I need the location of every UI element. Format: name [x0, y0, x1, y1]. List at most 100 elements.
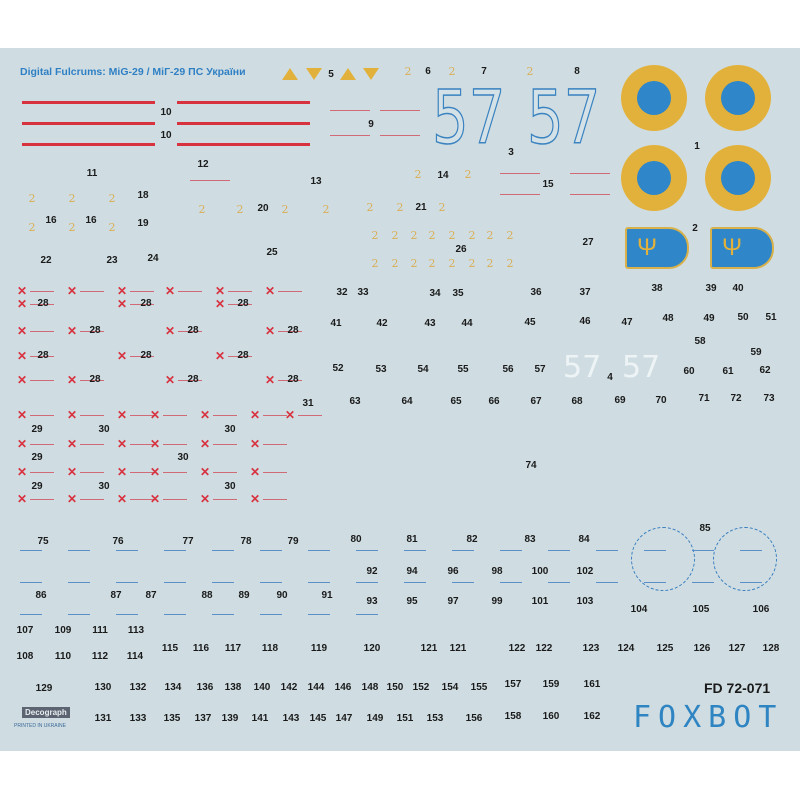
decal-number: 54 [417, 364, 429, 375]
digit-2-decal: 2 [198, 203, 206, 216]
decal-number: 35 [452, 288, 464, 299]
decal-number: 12 [197, 159, 209, 170]
red-stripe-decal [177, 101, 310, 104]
decal-number: 18 [137, 190, 149, 201]
stencil-line [68, 582, 90, 583]
digit-2-decal: 2 [391, 257, 399, 270]
decal-paper [0, 48, 800, 751]
red-stripe-decal [177, 122, 310, 125]
cross-marking-decal: ✕ [164, 324, 176, 338]
decal-number: 133 [129, 713, 147, 724]
decal-number: 33 [357, 287, 369, 298]
stencil-line [178, 331, 202, 332]
decal-number: 152 [412, 682, 430, 693]
decal-number: 161 [583, 679, 601, 690]
digit-2-decal: 2 [322, 203, 330, 216]
stencil-line [116, 582, 138, 583]
stencil-line [356, 582, 378, 583]
trident-shield-decal: Ψ [625, 227, 689, 269]
decal-number: 139 [221, 713, 239, 724]
decal-number: 16 [45, 215, 57, 226]
decal-number: 151 [396, 713, 414, 724]
decal-number: 71 [698, 393, 710, 404]
stencil-line [452, 550, 474, 551]
digit-2-decal: 2 [468, 229, 476, 242]
stencil-line [692, 582, 714, 583]
stencil-line [178, 380, 202, 381]
stencil-line [356, 614, 378, 615]
decal-number: 37 [579, 287, 591, 298]
decal-number: 19 [137, 218, 149, 229]
decal-number: 135 [163, 713, 181, 724]
stencil-line [20, 614, 42, 615]
decal-number: 114 [126, 651, 144, 662]
digit-2-decal: 2 [428, 229, 436, 242]
decal-number: 30 [224, 424, 236, 435]
decal-number: 76 [112, 536, 124, 547]
decal-number: 149 [366, 713, 384, 724]
decal-number: 28 [89, 325, 101, 336]
decal-number: 140 [253, 682, 271, 693]
decal-number: 112 [91, 651, 109, 662]
red-stripe-decal [22, 122, 155, 125]
warning-triangle-icon [306, 68, 322, 80]
white-number-57: 57 [622, 350, 661, 385]
stencil-line [190, 180, 230, 181]
decal-number: 160 [542, 711, 560, 722]
stencil-line [278, 331, 302, 332]
decal-number: 3 [508, 147, 514, 158]
decal-number: 118 [261, 643, 279, 654]
stencil-line [596, 582, 618, 583]
decal-number: 120 [363, 643, 381, 654]
decal-number: 20 [257, 203, 269, 214]
decal-number: 109 [54, 625, 72, 636]
decal-number: 102 [576, 566, 594, 577]
stencil-line [228, 304, 252, 305]
decal-number: 63 [349, 396, 361, 407]
digit-2-decal: 2 [410, 257, 418, 270]
stencil-line [30, 291, 54, 292]
stencil-line [130, 472, 154, 473]
digit-2-decal: 2 [108, 192, 116, 205]
stencil-line [163, 472, 187, 473]
stencil-line [278, 380, 302, 381]
cross-marking-decal: ✕ [16, 437, 28, 451]
digit-2-decal: 2 [68, 192, 76, 205]
roundel-decal [705, 145, 771, 211]
stencil-line [80, 499, 104, 500]
decal-number: 2 [692, 223, 698, 234]
decal-number: 153 [426, 713, 444, 724]
decal-number: 98 [491, 566, 503, 577]
stencil-line [308, 550, 330, 551]
stencil-line [20, 550, 42, 551]
digit-2-decal: 2 [468, 257, 476, 270]
stencil-line [213, 444, 237, 445]
dashed-circle-decal [631, 527, 695, 591]
cross-marking-decal: ✕ [284, 408, 296, 422]
decal-number: 48 [662, 313, 674, 324]
decal-number: 122 [508, 643, 526, 654]
decal-number: 111 [92, 625, 108, 636]
decal-number: 59 [750, 347, 762, 358]
decal-number: 117 [224, 643, 242, 654]
stencil-line [380, 110, 420, 111]
trident-icon: Ψ [722, 234, 743, 261]
cross-marking-decal: ✕ [116, 284, 128, 298]
cross-marking-decal: ✕ [264, 324, 276, 338]
stencil-line [298, 415, 322, 416]
decal-number: 30 [98, 424, 110, 435]
decal-number: 30 [98, 481, 110, 492]
red-stripe-decal [177, 143, 310, 146]
stencil-line [130, 444, 154, 445]
stencil-line [260, 582, 282, 583]
decal-number: 58 [694, 336, 706, 347]
decal-number: 73 [763, 393, 775, 404]
cross-marking-decal: ✕ [214, 284, 226, 298]
decal-number: 146 [334, 682, 352, 693]
decal-number: 145 [309, 713, 327, 724]
decal-number: 28 [287, 325, 299, 336]
white-number-57: 57 [563, 350, 602, 385]
stencil-line [228, 291, 252, 292]
decal-number: 30 [224, 481, 236, 492]
decal-number: 134 [164, 682, 182, 693]
